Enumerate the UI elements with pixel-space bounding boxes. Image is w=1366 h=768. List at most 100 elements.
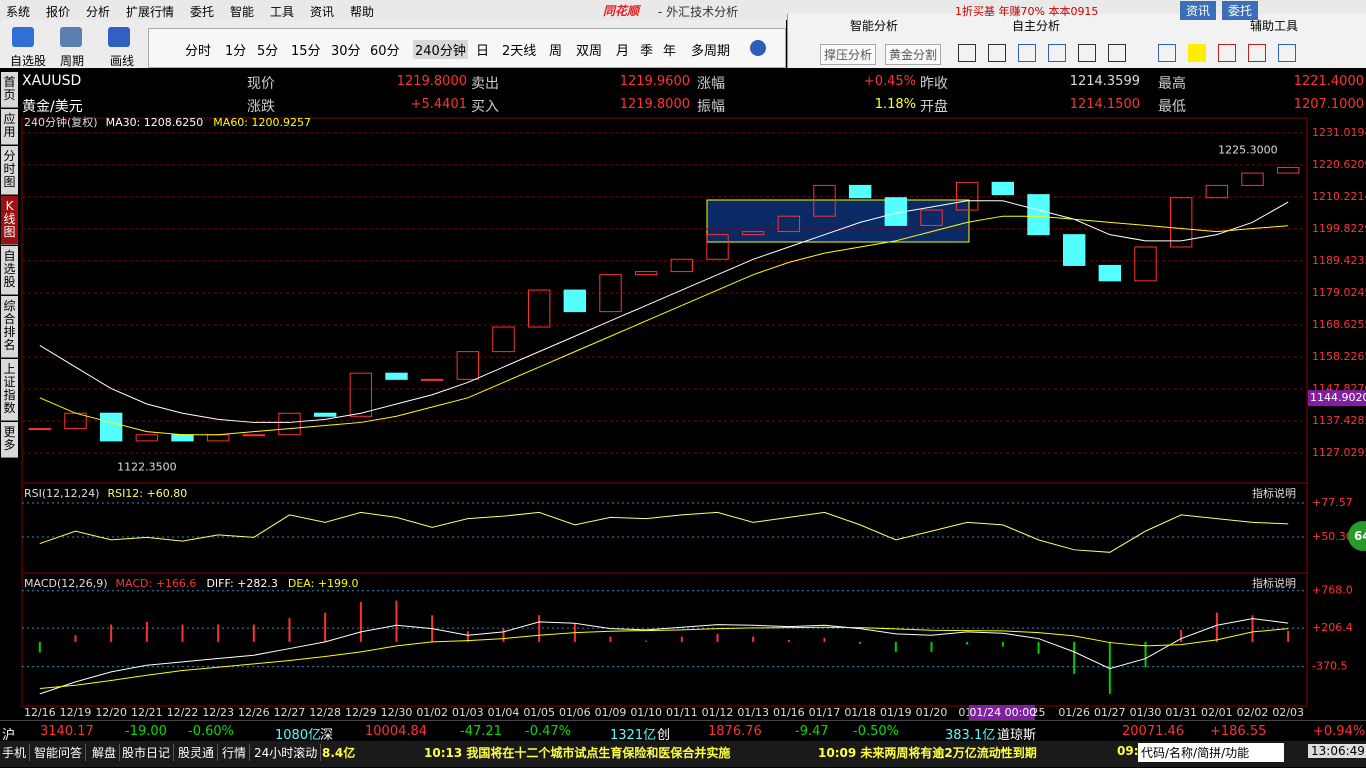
side-tab[interactable]: 分时图 [1, 146, 18, 195]
menu-item[interactable]: 报价 [46, 5, 71, 19]
tool-icon[interactable] [1278, 44, 1296, 62]
menu-item[interactable]: 扩展行情 [126, 5, 175, 19]
tool-icon[interactable] [1248, 44, 1266, 62]
search-box[interactable]: 代码/名称/简拼/功能 [1138, 743, 1284, 762]
quote-label: 最高 [1158, 76, 1186, 92]
news[interactable]: 10:13 我国将在十二个城市试点生育保险和医保合并实施 [424, 746, 731, 760]
indicator-button: 指标说明 [1252, 486, 1296, 500]
panel-tab[interactable]: 智能分析 [850, 19, 899, 33]
index-field: 1876.76 [708, 724, 762, 739]
y-tick-label: +206.4 [1312, 621, 1353, 634]
period-button[interactable]: 日 [476, 44, 490, 59]
menu-item[interactable]: 分析 [86, 5, 111, 19]
smart-button[interactable]: 黄金分割 [885, 44, 942, 65]
quote-value: 1219.8000 [619, 97, 690, 112]
news[interactable]: 09: [1117, 744, 1139, 758]
x-tick-label: 01/18 [844, 706, 876, 719]
quote-value: 1214.3599 [1069, 74, 1140, 89]
tool-icon[interactable] [988, 44, 1006, 62]
index-field: +186.55 [1210, 724, 1267, 739]
tool-icon[interactable] [60, 27, 82, 47]
high-label: 1225.3000 [1218, 144, 1278, 157]
side-tab[interactable]: 综合排名 [1, 296, 18, 358]
side-tab[interactable]: K线图 [1, 196, 18, 245]
period-button[interactable]: 季 [640, 44, 654, 59]
tool-icon[interactable] [1188, 44, 1206, 62]
x-tick-label: 02/01 [1201, 706, 1233, 719]
side-tab[interactable]: 更多 [1, 422, 18, 458]
period-button[interactable]: 30分 [331, 44, 361, 59]
period-button[interactable]: 周 [549, 44, 563, 59]
tool-icon[interactable] [1158, 44, 1176, 62]
clock: 13:06:49 [1308, 744, 1366, 758]
period-button[interactable]: 分时 [185, 44, 212, 59]
tool-icon[interactable] [1218, 44, 1236, 62]
index-field: -0.50% [853, 724, 899, 739]
candle [385, 372, 408, 380]
tool-icon[interactable] [958, 44, 976, 62]
side-tab[interactable]: 自选股 [1, 246, 18, 295]
side-tab[interactable]: 上证指数 [1, 359, 18, 421]
period-button[interactable]: 2天线 [502, 44, 537, 59]
menu-item[interactable]: 委托 [190, 5, 215, 19]
tool-icon[interactable] [1108, 44, 1126, 62]
tool-icon[interactable] [108, 27, 130, 47]
tool-icon[interactable] [1018, 44, 1036, 62]
status-tab[interactable]: 解盘 [92, 744, 121, 761]
index-field: 道琼斯 [997, 728, 1037, 743]
y-tick-label: 1158.2265 [1312, 350, 1366, 363]
status-tab[interactable]: 24小时滚动 [254, 744, 322, 761]
side-tab[interactable]: 应用 [1, 109, 18, 145]
candle [1169, 197, 1193, 248]
menu-item[interactable]: 资讯 [310, 5, 335, 19]
top-button[interactable]: 资讯 [1180, 1, 1217, 20]
index-field: -0.60% [188, 724, 234, 739]
period-button[interactable]: 月 [616, 44, 630, 59]
period-button[interactable]: 多周期 [691, 44, 731, 59]
indicator-button: 指标说明 [1252, 576, 1296, 590]
period-button[interactable]: 双周 [576, 44, 603, 59]
menu-item[interactable]: 帮助 [350, 5, 375, 19]
tool-icon[interactable] [1078, 44, 1096, 62]
period-button[interactable]: 15分 [291, 44, 321, 59]
candle [777, 215, 801, 233]
side-tab[interactable]: 首页 [1, 72, 18, 108]
index-field: 深 [320, 728, 334, 743]
status-tab[interactable]: 手机 [2, 744, 31, 761]
period-button[interactable]: 240分钟 [413, 40, 468, 59]
cursor-x-label: 01/24 00:00 [969, 706, 1036, 719]
candle [991, 181, 1015, 196]
app-title: 同花顺 [603, 4, 640, 18]
news[interactable]: 10:09 未来两周将有逾2万亿流动性到期 [818, 746, 1037, 760]
y-tick-label: -370.5 [1312, 660, 1347, 673]
quote-value: 1207.1000 [1293, 97, 1364, 112]
candle [848, 184, 872, 199]
period-button[interactable]: 60分 [370, 44, 400, 59]
status-tab[interactable]: 智能问答 [34, 744, 87, 761]
chart-frame [21, 117, 1308, 707]
top-button[interactable]: 委托 [1222, 1, 1259, 20]
candle [1205, 184, 1229, 199]
x-tick-label: 12/16 [24, 706, 56, 719]
pane-title: RSI(12,12,24) [24, 487, 99, 500]
smart-button[interactable]: 撑压分析 [820, 44, 877, 65]
status-tab[interactable]: 行情 [222, 744, 251, 761]
promo: 1折买基 年赚70% 本本0915 [955, 5, 1099, 18]
y-tick-label: 1127.0295 [1312, 446, 1366, 459]
legend-entry: DEA: +199.0 [288, 577, 359, 590]
settings-icon[interactable] [750, 40, 766, 56]
menu-item[interactable]: 智能 [230, 5, 255, 19]
menu-item[interactable]: 工具 [270, 5, 295, 19]
quote-label: 涨跌 [247, 99, 275, 115]
tool-icon[interactable] [12, 27, 34, 47]
status-tab[interactable]: 股灵通 [178, 744, 219, 761]
panel-tab[interactable]: 自主分析 [1012, 19, 1061, 33]
period-button[interactable]: 年 [663, 44, 677, 59]
status-tab[interactable]: 股市日记 [122, 744, 175, 761]
menu-item[interactable]: 系统 [6, 5, 31, 19]
tool-icon[interactable] [1048, 44, 1066, 62]
period-button[interactable]: 5分 [257, 44, 279, 59]
panel-tab[interactable]: 辅助工具 [1250, 19, 1299, 33]
period-button[interactable]: 1分 [225, 44, 247, 59]
